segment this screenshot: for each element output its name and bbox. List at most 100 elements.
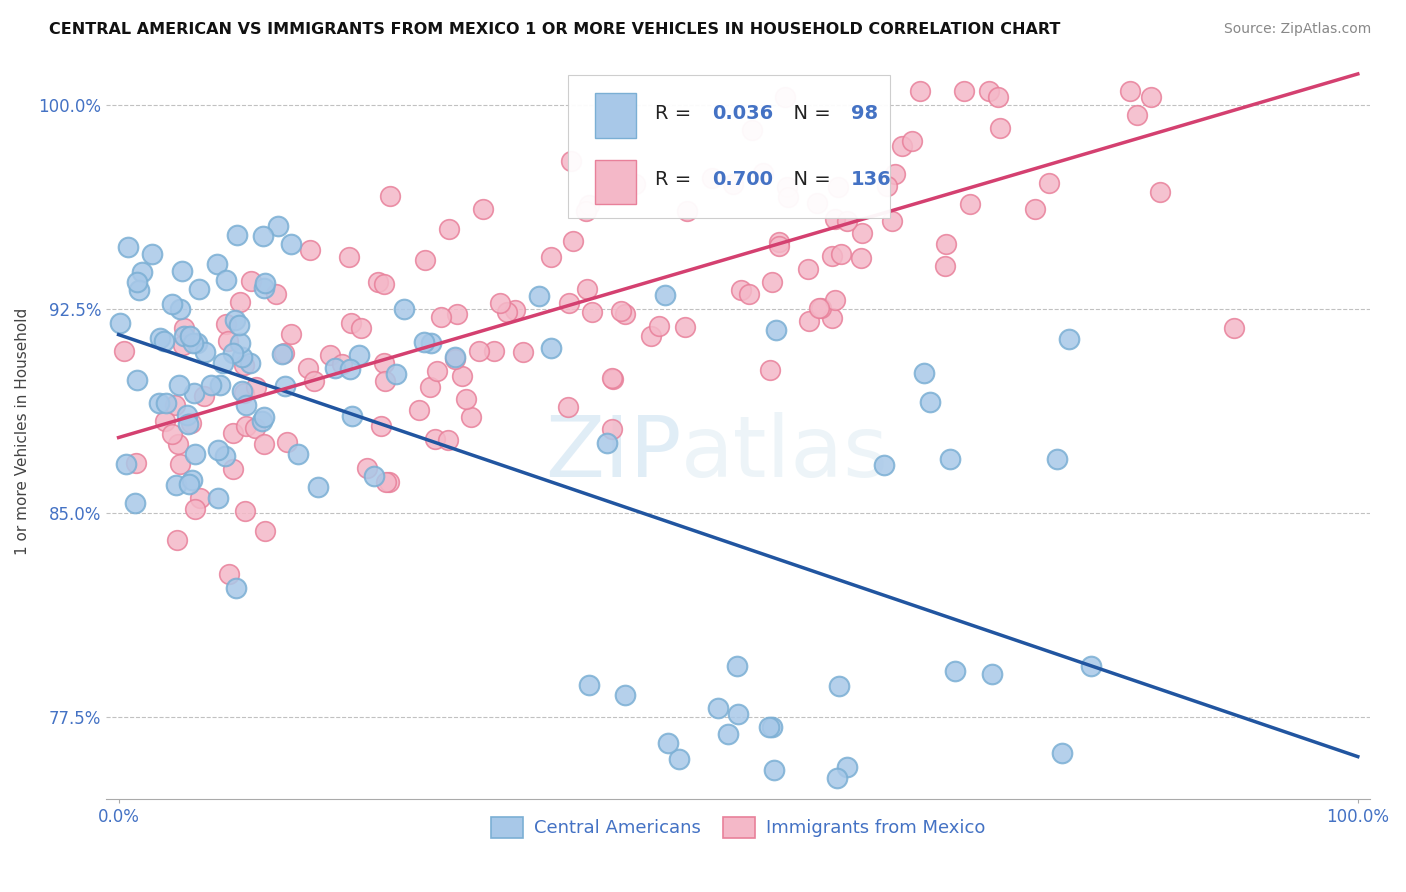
Point [347, 348, 370, 362]
Point [776, 190, 799, 204]
Point [373, 356, 395, 370]
Point [222, 462, 245, 476]
Point [918, 395, 941, 409]
Point [211, 356, 233, 370]
Point [170, 264, 193, 278]
Point [446, 307, 468, 321]
Point [177, 476, 200, 491]
Point [374, 374, 396, 388]
Point [253, 409, 276, 424]
Point [810, 301, 832, 316]
Point [350, 320, 373, 334]
Point [163, 398, 186, 412]
Point [233, 386, 256, 401]
Point [430, 310, 453, 324]
Point [239, 356, 262, 370]
Point [363, 469, 385, 483]
Point [806, 196, 828, 211]
Point [339, 362, 361, 376]
Point [270, 347, 292, 361]
Point [155, 396, 177, 410]
Point [557, 400, 579, 414]
Point [181, 473, 204, 487]
Point [217, 334, 239, 348]
Point [741, 122, 763, 136]
Point [707, 700, 730, 714]
Point [908, 84, 931, 98]
Point [186, 335, 208, 350]
Text: R =: R = [655, 103, 697, 123]
Point [273, 346, 295, 360]
Point [654, 288, 676, 302]
Point [725, 658, 748, 673]
Point [169, 301, 191, 316]
Point [367, 275, 389, 289]
Point [215, 272, 238, 286]
Point [235, 504, 257, 518]
Point [152, 334, 174, 348]
Point [392, 302, 415, 317]
Point [166, 436, 188, 450]
Text: atlas: atlas [682, 412, 890, 495]
Point [540, 341, 562, 355]
Point [797, 314, 820, 328]
Point [934, 260, 956, 274]
Point [115, 458, 138, 472]
Text: N =: N = [782, 103, 837, 123]
Point [1125, 108, 1147, 122]
Point [117, 239, 139, 253]
Point [851, 226, 873, 240]
Point [657, 736, 679, 750]
Point [437, 433, 460, 447]
Point [837, 213, 859, 227]
Point [640, 329, 662, 343]
Point [512, 344, 534, 359]
Point [444, 350, 467, 364]
Point [527, 289, 550, 303]
Point [1050, 746, 1073, 760]
Point [380, 189, 402, 203]
Point [561, 235, 583, 249]
Point [342, 409, 364, 423]
Point [375, 475, 398, 490]
Point [828, 680, 851, 694]
Point [830, 247, 852, 261]
Point [287, 447, 309, 461]
Point [1024, 202, 1046, 216]
Point [578, 678, 600, 692]
Point [318, 348, 340, 362]
Point [977, 84, 1000, 98]
Point [373, 277, 395, 291]
Text: 136: 136 [851, 169, 891, 189]
Point [298, 243, 321, 257]
Point [988, 121, 1011, 136]
Point [224, 313, 246, 327]
Point [1140, 89, 1163, 103]
Point [280, 326, 302, 341]
Point [880, 214, 903, 228]
Point [176, 408, 198, 422]
Point [254, 524, 277, 538]
Point [987, 90, 1010, 104]
Text: CENTRAL AMERICAN VS IMMIGRANTS FROM MEXICO 1 OR MORE VEHICLES IN HOUSEHOLD CORRE: CENTRAL AMERICAN VS IMMIGRANTS FROM MEXI… [49, 22, 1060, 37]
Point [437, 222, 460, 236]
Point [676, 204, 699, 219]
Point [610, 304, 633, 318]
Point [762, 764, 785, 778]
Point [165, 478, 187, 492]
Point [413, 253, 436, 268]
Point [602, 372, 624, 386]
Point [673, 320, 696, 334]
Point [1080, 659, 1102, 673]
Point [901, 134, 924, 148]
Point [307, 480, 329, 494]
Point [807, 301, 830, 316]
Point [408, 403, 430, 417]
Point [173, 329, 195, 343]
Point [253, 281, 276, 295]
Point [952, 84, 974, 98]
Point [323, 361, 346, 376]
Legend: Central Americans, Immigrants from Mexico: Central Americans, Immigrants from Mexic… [484, 810, 993, 845]
Point [759, 363, 782, 377]
Point [184, 447, 207, 461]
